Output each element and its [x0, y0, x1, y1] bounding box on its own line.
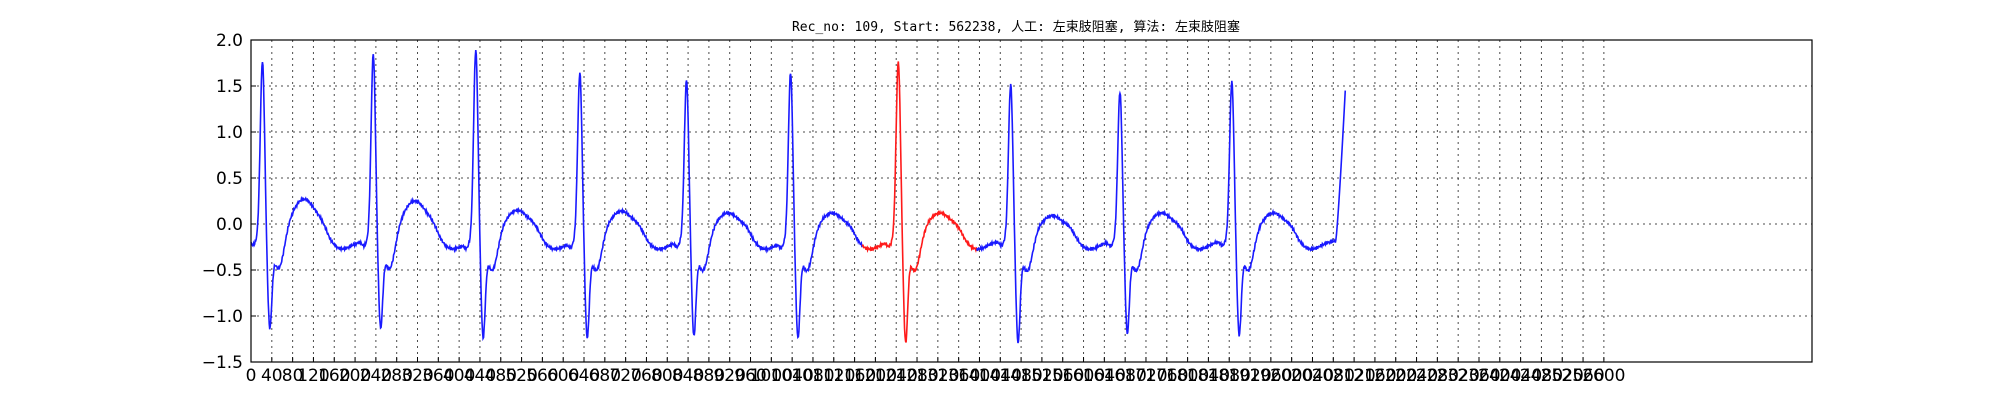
- x-tick-label: 400: [443, 366, 475, 386]
- x-tick-label: 1960: [1249, 366, 1292, 386]
- y-tick-label: −1.0: [202, 307, 243, 327]
- x-tick-label: 840: [672, 366, 704, 386]
- x-tick-label: 40: [261, 366, 283, 386]
- y-tick-label: −0.5: [202, 261, 243, 281]
- ecg-segment-highlight: [861, 61, 978, 343]
- y-tick-label: 1.5: [216, 77, 243, 97]
- x-tick-label: 200: [339, 366, 371, 386]
- chart-title: Rec_no: 109, Start: 562238, 人工: 左束肢阻塞, 算…: [792, 19, 1240, 35]
- x-tick-label: 80: [282, 366, 304, 386]
- x-tick-label: 480: [485, 366, 517, 386]
- y-tick-label: 1.0: [216, 123, 243, 143]
- x-tick-label: 2520: [1541, 366, 1584, 386]
- x-tick-label: 360: [422, 366, 454, 386]
- x-tick-label: 1720: [1124, 366, 1167, 386]
- x-tick-label: 2560: [1561, 366, 1604, 386]
- y-tick-label: 0.0: [216, 215, 243, 235]
- x-tick-label: 1800: [1166, 366, 1209, 386]
- x-tick-label: 2480: [1520, 366, 1563, 386]
- x-tick-label: 2440: [1499, 366, 1542, 386]
- y-tick-label: −1.5: [202, 353, 243, 373]
- x-tick-label: 1920: [1228, 366, 1271, 386]
- x-tick-label: 2600: [1582, 366, 1625, 386]
- x-tick-label: 1120: [812, 366, 855, 386]
- x-tick-label: 2000: [1270, 366, 1313, 386]
- x-tick-label: 1480: [999, 366, 1042, 386]
- x-tick-label: 2080: [1312, 366, 1355, 386]
- x-tick-label: 520: [505, 366, 537, 386]
- x-tick-label: 1680: [1104, 366, 1147, 386]
- x-tick-label: 1080: [791, 366, 834, 386]
- x-tick-label: 2360: [1457, 366, 1500, 386]
- x-tick-label: 1320: [916, 366, 959, 386]
- x-tick-label: 240: [360, 366, 392, 386]
- x-tick-label: 280: [380, 366, 412, 386]
- x-tick-label: 1560: [1041, 366, 1084, 386]
- x-tick-label: 680: [589, 366, 621, 386]
- x-tick-label: 1160: [833, 366, 876, 386]
- x-tick-label: 2320: [1437, 366, 1480, 386]
- x-tick-label: 600: [547, 366, 579, 386]
- x-tick-label: 2400: [1478, 366, 1521, 386]
- x-tick-label: 1640: [1083, 366, 1126, 386]
- x-tick-label: 1440: [979, 366, 1022, 386]
- tick-layer: 0 40 8012016020024028032036040044048052056…: [202, 31, 1626, 386]
- x-tick-label: 880: [693, 366, 725, 386]
- x-tick-label: 320: [401, 366, 433, 386]
- x-tick-label: 1760: [1145, 366, 1188, 386]
- x-tick-label: 1040: [771, 366, 814, 386]
- x-tick-label: 640: [568, 366, 600, 386]
- y-tick-label: 0.5: [216, 169, 243, 189]
- x-tick-label: 760: [630, 366, 662, 386]
- x-tick-label: 1000: [750, 366, 793, 386]
- ecg-segment-normal-after: [976, 80, 1347, 344]
- x-tick-label: 2240: [1395, 366, 1438, 386]
- y-tick-label: 2.0: [216, 31, 243, 51]
- grid-layer: [251, 40, 1812, 362]
- x-tick-label: 560: [526, 366, 558, 386]
- x-tick-label: 1280: [895, 366, 938, 386]
- x-tick-label: 1400: [958, 366, 1001, 386]
- x-tick-label: 1360: [937, 366, 980, 386]
- x-tick-label: 440: [464, 366, 496, 386]
- x-tick-label: 2160: [1353, 366, 1396, 386]
- plot-frame: [250, 39, 1813, 363]
- x-tick-label: 960: [734, 366, 766, 386]
- x-tick-label: 1840: [1187, 366, 1230, 386]
- x-tick-label: 1880: [1208, 366, 1251, 386]
- x-tick-label: 800: [651, 366, 683, 386]
- ecg-segment-normal-before: [250, 49, 863, 342]
- x-tick-label: 0: [246, 366, 257, 386]
- x-tick-label: 2040: [1291, 366, 1334, 386]
- ecg-series: [250, 49, 1347, 344]
- x-tick-label: 1520: [1020, 366, 1063, 386]
- x-tick-label: 2120: [1332, 366, 1375, 386]
- x-tick-label: 160: [318, 366, 350, 386]
- x-tick-label: 1600: [1062, 366, 1105, 386]
- x-tick-label: 720: [609, 366, 641, 386]
- x-tick-label: 920: [713, 366, 745, 386]
- x-tick-label: 1240: [875, 366, 918, 386]
- x-tick-label: 120: [297, 366, 329, 386]
- x-tick-label: 2280: [1416, 366, 1459, 386]
- x-tick-label: 1200: [854, 366, 897, 386]
- x-tick-label: 2200: [1374, 366, 1417, 386]
